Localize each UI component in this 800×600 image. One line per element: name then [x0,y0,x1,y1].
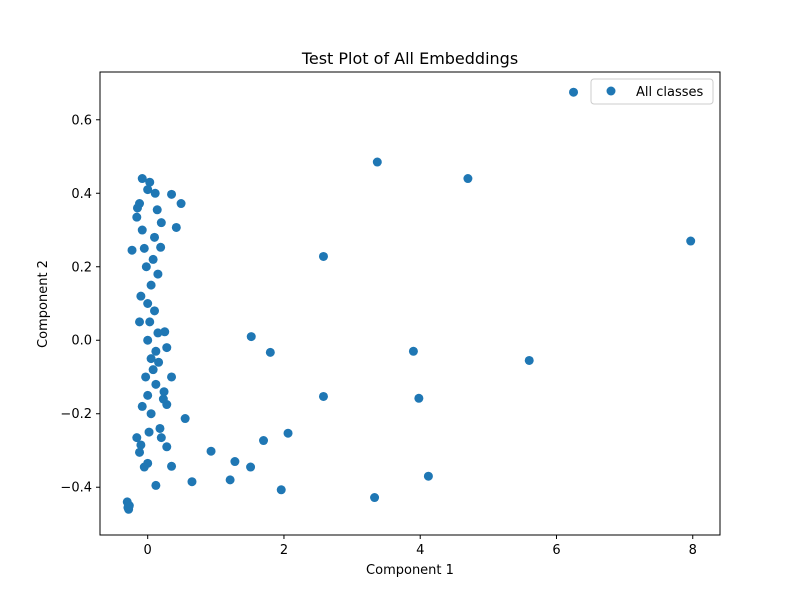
data-point [127,245,137,255]
points-layer [122,87,696,514]
data-point [152,205,162,215]
data-point [225,475,235,485]
data-point [414,393,424,403]
data-point [137,174,147,184]
data-point [524,355,534,365]
data-point [137,401,147,411]
data-point [153,269,163,279]
data-point [151,480,161,490]
data-point [167,461,177,471]
data-point [150,232,160,242]
x-tick-label: 8 [689,543,697,558]
data-point [136,291,146,301]
data-point [143,335,153,345]
legend: All classes [590,78,714,105]
x-axis-label: Component 1 [366,563,454,578]
data-point [180,414,190,424]
data-point [124,501,134,511]
x-tick-label: 4 [416,543,424,558]
data-point [187,477,197,487]
data-point [158,394,168,404]
data-point [154,357,164,367]
data-point [146,409,156,419]
data-point [156,433,166,443]
data-point [153,328,163,338]
data-point [143,390,153,400]
legend-label: All classes [636,85,704,100]
data-point [146,354,156,364]
data-point [318,391,328,401]
y-tick-label: −0.4 [60,481,92,496]
data-point [146,280,156,290]
data-point [408,346,418,356]
data-point [160,327,170,337]
data-point [151,379,161,389]
chart-title: Test Plot of All Embeddings [301,49,518,68]
data-point [135,447,145,457]
data-point [318,251,328,261]
data-point [265,347,275,357]
y-tick-label: 0.2 [71,260,92,275]
data-point [370,493,380,503]
x-tick-label: 2 [280,543,288,558]
y-tick-label: 0.6 [71,113,92,128]
data-point [206,446,216,456]
data-point [276,485,286,495]
y-tick-label: 0.4 [71,187,92,202]
data-point [246,462,256,472]
data-point [167,189,177,199]
plot-frame [99,71,721,536]
data-point [167,372,177,382]
data-point [463,174,473,184]
data-point [150,188,160,198]
data-point [686,236,696,246]
legend-box [590,78,714,105]
data-point [132,203,142,213]
data-point [156,242,166,252]
x-axis-ticks: 0 2 4 6 8 [144,535,697,558]
data-point [155,423,165,433]
data-point [141,262,151,272]
data-point [423,471,433,481]
data-point [143,299,153,308]
data-point [171,222,181,232]
data-point [176,199,186,209]
data-point [148,254,158,264]
data-point [372,157,382,167]
data-point [137,225,147,235]
x-tick-label: 0 [144,543,152,558]
y-axis-ticks: −0.4 −0.2 0.0 0.2 0.4 0.6 [60,113,100,496]
y-tick-label: −0.2 [60,407,92,422]
data-point [139,243,149,253]
x-tick-label: 6 [552,543,560,558]
data-point [145,177,155,187]
data-point [162,343,172,353]
y-axis-label: Component 2 [36,260,51,348]
data-point [156,218,166,228]
data-point [283,428,293,438]
data-point [132,433,142,443]
data-point [148,365,158,375]
data-point [259,436,269,446]
data-point [136,440,146,450]
data-point [143,185,153,195]
data-point [569,87,579,97]
y-tick-label: 0.0 [71,334,92,349]
data-point [145,317,155,327]
data-point [135,317,145,327]
data-point [246,332,256,342]
data-point [159,387,169,397]
data-point [139,462,149,472]
data-point [150,306,160,316]
data-point [132,212,142,222]
data-point [144,427,154,437]
data-point [151,346,161,356]
legend-marker [606,86,616,96]
data-point [162,442,172,452]
data-point [141,372,151,382]
data-point [230,457,240,467]
